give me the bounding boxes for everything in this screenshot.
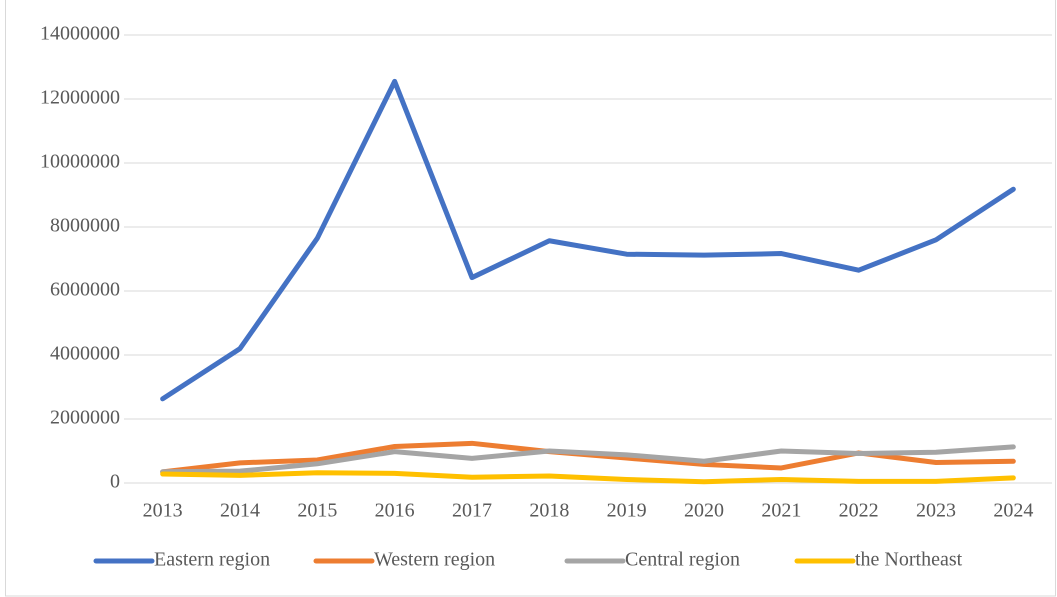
y-tick-label: 14000000 (40, 23, 120, 45)
x-tick-label: 2015 (297, 500, 337, 522)
x-tick-label: 2021 (761, 500, 801, 522)
x-tick-label: 2016 (375, 500, 415, 522)
x-tick-label: 2014 (220, 500, 260, 522)
legend-label: Central region (625, 549, 740, 571)
x-tick-label: 2019 (607, 500, 647, 522)
legend-label: Western region (374, 549, 495, 571)
y-tick-label: 6000000 (50, 279, 120, 301)
series-line (160, 444, 1016, 475)
y-tick-label: 12000000 (40, 87, 120, 109)
series-line (160, 78, 1016, 402)
x-tick-label: 2017 (452, 500, 492, 522)
x-tick-label: 2024 (993, 500, 1033, 522)
series-line (160, 470, 1016, 485)
y-tick-label: 8000000 (50, 215, 120, 237)
x-tick-label: 2022 (839, 500, 879, 522)
x-tick-label: 2018 (529, 500, 569, 522)
legend-label: Eastern region (154, 549, 270, 571)
y-tick-label: 0 (110, 471, 120, 493)
x-tick-label: 2020 (684, 500, 724, 522)
y-tick-label: 4000000 (50, 343, 120, 365)
legend-label: the Northeast (855, 549, 963, 571)
x-tick-label: 2023 (916, 500, 956, 522)
y-tick-label: 2000000 (50, 407, 120, 429)
y-tick-label: 10000000 (40, 151, 120, 173)
x-tick-label: 2013 (143, 500, 183, 522)
